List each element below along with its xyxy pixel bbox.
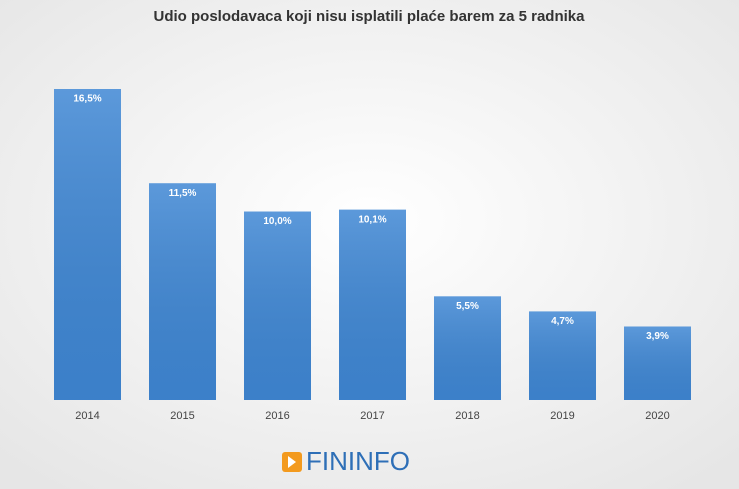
value-label: 5,5% bbox=[456, 301, 479, 312]
chart-title: Udio poslodavaca koji nisu isplatili pla… bbox=[154, 8, 586, 25]
x-tick-label: 2016 bbox=[265, 410, 289, 422]
bar-sheen bbox=[54, 89, 121, 400]
logo-arrow bbox=[288, 456, 296, 468]
bar-sheen bbox=[529, 311, 596, 400]
value-label: 10,0% bbox=[263, 216, 291, 227]
value-label: 4,7% bbox=[551, 316, 574, 327]
x-tick-label: 2019 bbox=[550, 410, 574, 422]
bar-sheen bbox=[624, 326, 691, 400]
value-label: 10,1% bbox=[358, 214, 386, 225]
logo-text: FININFO bbox=[306, 446, 410, 476]
value-label: 11,5% bbox=[169, 188, 197, 199]
x-tick-label: 2015 bbox=[170, 410, 194, 422]
x-tick-label: 2017 bbox=[360, 410, 384, 422]
bar-sheen bbox=[244, 211, 311, 400]
value-label: 16,5% bbox=[73, 94, 101, 105]
bar-sheen bbox=[339, 209, 406, 400]
bar-sheen bbox=[434, 296, 501, 400]
x-tick-label: 2020 bbox=[645, 410, 669, 422]
x-tick-label: 2018 bbox=[455, 410, 479, 422]
bar-sheen bbox=[149, 183, 216, 400]
logo: FININFO bbox=[282, 446, 410, 476]
x-tick-label: 2014 bbox=[75, 410, 99, 422]
value-label: 3,9% bbox=[646, 331, 669, 342]
